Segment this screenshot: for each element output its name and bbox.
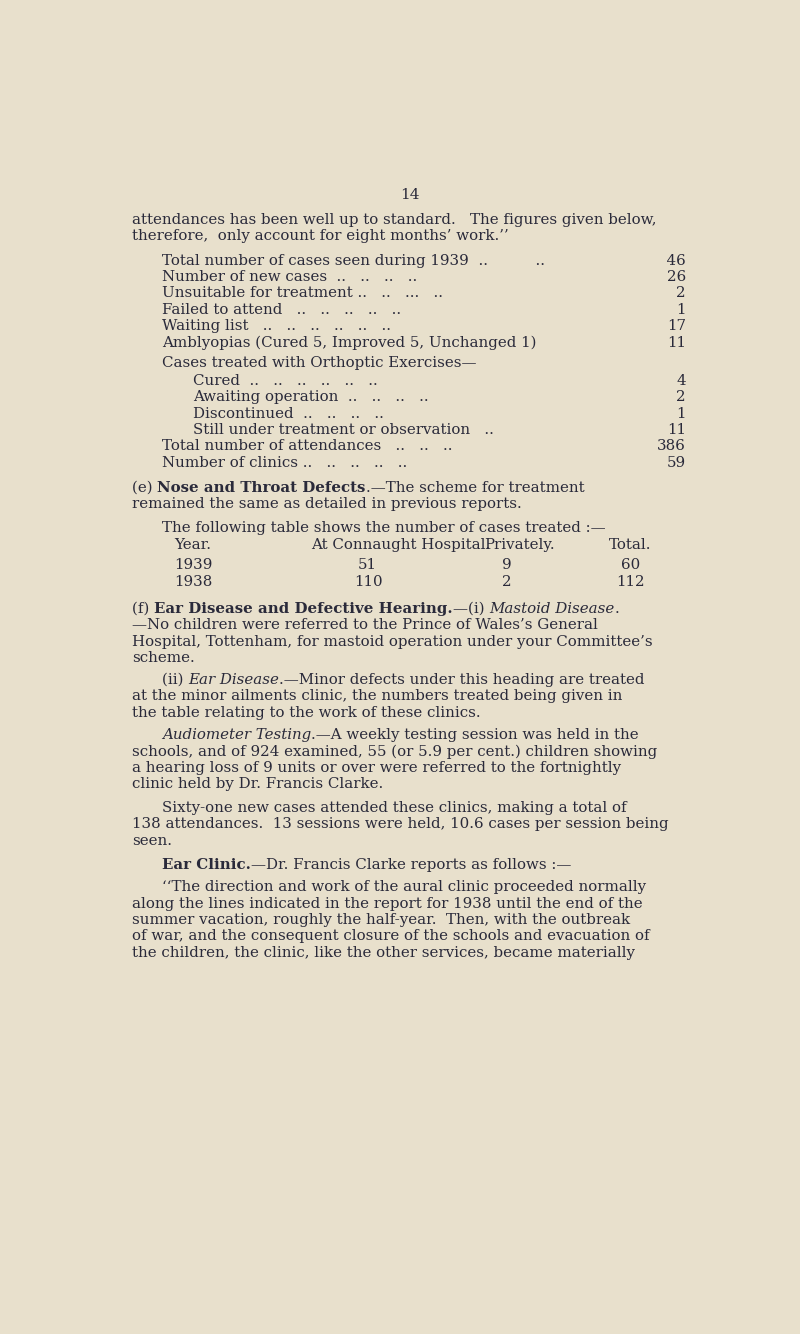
Text: Still under treatment or observation   ..: Still under treatment or observation .. xyxy=(193,423,494,438)
Text: Sixty-one new cases attended these clinics, making a total of: Sixty-one new cases attended these clini… xyxy=(162,800,626,815)
Text: 26: 26 xyxy=(666,269,686,284)
Text: Amblyopias (Cured 5, Improved 5, Unchanged 1): Amblyopias (Cured 5, Improved 5, Unchang… xyxy=(162,336,536,350)
Text: 1938: 1938 xyxy=(174,575,213,590)
Text: 110: 110 xyxy=(354,575,383,590)
Text: schools, and of 924 examined, 55 (or 5.9 per cent.) children showing: schools, and of 924 examined, 55 (or 5.9… xyxy=(132,744,658,759)
Text: along the lines indicated in the report for 1938 until the end of the: along the lines indicated in the report … xyxy=(132,896,643,911)
Text: —Dr. Francis Clarke reports as follows :—: —Dr. Francis Clarke reports as follows :… xyxy=(251,858,571,871)
Text: Privately.: Privately. xyxy=(485,538,555,552)
Text: 9: 9 xyxy=(502,558,511,571)
Text: .—A weekly testing session was held in the: .—A weekly testing session was held in t… xyxy=(311,728,639,742)
Text: the table relating to the work of these clinics.: the table relating to the work of these … xyxy=(132,706,481,719)
Text: 112: 112 xyxy=(617,575,645,590)
Text: At Connaught Hospital.: At Connaught Hospital. xyxy=(310,538,490,552)
Text: 59: 59 xyxy=(666,456,686,470)
Text: Audiometer Testing: Audiometer Testing xyxy=(162,728,311,742)
Text: (e): (e) xyxy=(132,480,158,495)
Text: clinic held by Dr. Francis Clarke.: clinic held by Dr. Francis Clarke. xyxy=(132,778,383,791)
Text: therefore,  only account for eight months’ work.’’: therefore, only account for eight months… xyxy=(132,229,509,243)
Text: (f): (f) xyxy=(132,602,154,616)
Text: 11: 11 xyxy=(667,336,686,350)
Text: Waiting list   ..   ..   ..   ..   ..   ..: Waiting list .. .. .. .. .. .. xyxy=(162,319,391,334)
Text: ‘‘The direction and work of the aural clinic proceeded normally: ‘‘The direction and work of the aural cl… xyxy=(162,880,646,894)
Text: 51: 51 xyxy=(358,558,376,571)
Text: 2: 2 xyxy=(502,575,511,590)
Text: 2: 2 xyxy=(676,390,686,404)
Text: .—The scheme for treatment: .—The scheme for treatment xyxy=(366,480,585,495)
Text: Awaiting operation  ..   ..   ..   ..: Awaiting operation .. .. .. .. xyxy=(193,390,429,404)
Text: 1939: 1939 xyxy=(174,558,213,571)
Text: Hospital, Tottenham, for mastoid operation under your Committee’s: Hospital, Tottenham, for mastoid operati… xyxy=(132,635,653,648)
Text: 46: 46 xyxy=(657,253,686,268)
Text: Total.: Total. xyxy=(608,538,651,552)
Text: Failed to attend   ..   ..   ..   ..   ..: Failed to attend .. .. .. .. .. xyxy=(162,303,401,317)
Text: at the minor ailments clinic, the numbers treated being given in: at the minor ailments clinic, the number… xyxy=(132,690,622,703)
Text: 11: 11 xyxy=(667,423,686,438)
Text: Mastoid Disease: Mastoid Disease xyxy=(489,602,614,616)
Text: Number of clinics ..   ..   ..   ..   ..: Number of clinics .. .. .. .. .. xyxy=(162,456,407,470)
Text: 1: 1 xyxy=(677,407,686,420)
Text: ..   ..   ..   ..: .. .. .. .. xyxy=(327,269,418,284)
Text: Cases treated with Orthoptic Exercises—: Cases treated with Orthoptic Exercises— xyxy=(162,356,477,371)
Text: remained the same as detailed in previous reports.: remained the same as detailed in previou… xyxy=(132,498,522,511)
Text: .—Minor defects under this heading are treated: .—Minor defects under this heading are t… xyxy=(279,672,645,687)
Text: 138 attendances.  13 sessions were held, 10.6 cases per session being: 138 attendances. 13 sessions were held, … xyxy=(132,818,669,831)
Text: Unsuitable for treatment ..   ..   ...   ..: Unsuitable for treatment .. .. ... .. xyxy=(162,287,443,300)
Text: 386: 386 xyxy=(657,439,686,454)
Text: Ear Disease: Ear Disease xyxy=(188,672,279,687)
Text: 2: 2 xyxy=(676,287,686,300)
Text: summer vacation, roughly the half-year.  Then, with the outbreak: summer vacation, roughly the half-year. … xyxy=(132,912,630,927)
Text: Cured  ..   ..   ..   ..   ..   ..: Cured .. .. .. .. .. .. xyxy=(193,374,378,388)
Text: Discontinued  ..   ..   ..   ..: Discontinued .. .. .. .. xyxy=(193,407,384,420)
Text: .: . xyxy=(614,602,619,616)
Text: a hearing loss of 9 units or over were referred to the fortnightly: a hearing loss of 9 units or over were r… xyxy=(132,760,622,775)
Text: 60: 60 xyxy=(621,558,640,571)
Text: 17: 17 xyxy=(667,319,686,334)
Text: scheme.: scheme. xyxy=(132,651,195,666)
Text: of war, and the consequent closure of the schools and evacuation of: of war, and the consequent closure of th… xyxy=(132,930,650,943)
Text: attendances has been well up to standard.   The figures given below,: attendances has been well up to standard… xyxy=(132,213,657,228)
Text: (ii): (ii) xyxy=(162,672,188,687)
Text: Total number of cases seen during 1939: Total number of cases seen during 1939 xyxy=(162,253,469,268)
Text: the children, the clinic, like the other services, became materially: the children, the clinic, like the other… xyxy=(132,946,635,960)
Text: —(i): —(i) xyxy=(453,602,489,616)
Text: 14: 14 xyxy=(400,188,420,201)
Text: 4: 4 xyxy=(676,374,686,388)
Text: ..          ..: .. .. xyxy=(469,253,545,268)
Text: seen.: seen. xyxy=(132,834,172,848)
Text: Year.: Year. xyxy=(174,538,211,552)
Text: Nose and Throat Defects: Nose and Throat Defects xyxy=(158,480,366,495)
Text: 1: 1 xyxy=(677,303,686,317)
Text: Ear Clinic.: Ear Clinic. xyxy=(162,858,251,871)
Text: —No children were referred to the Prince of Wales’s General: —No children were referred to the Prince… xyxy=(132,618,598,632)
Text: The following table shows the number of cases treated :—: The following table shows the number of … xyxy=(162,520,606,535)
Text: Number of new cases: Number of new cases xyxy=(162,269,327,284)
Text: Total number of attendances   ..   ..   ..: Total number of attendances .. .. .. xyxy=(162,439,453,454)
Text: Ear Disease and Defective Hearing.: Ear Disease and Defective Hearing. xyxy=(154,602,453,616)
